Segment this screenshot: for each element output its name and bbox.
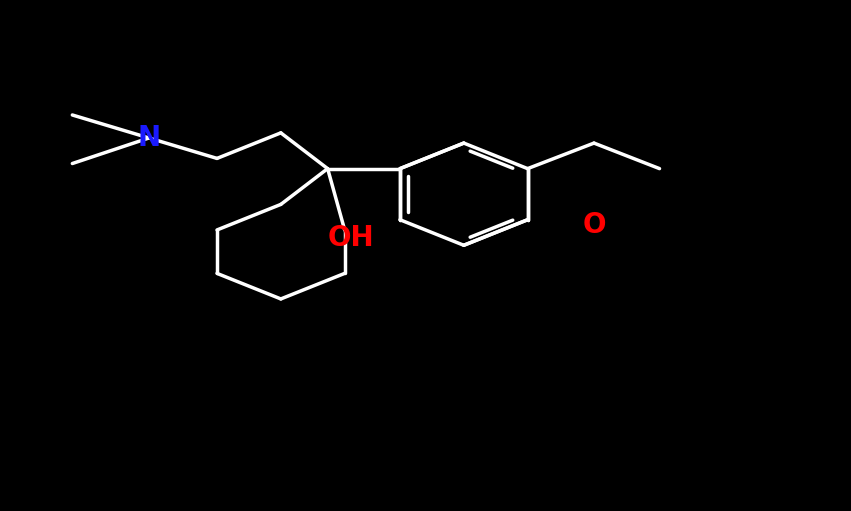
Text: N: N	[137, 124, 161, 152]
Text: O: O	[582, 211, 606, 239]
Text: OH: OH	[328, 224, 374, 251]
